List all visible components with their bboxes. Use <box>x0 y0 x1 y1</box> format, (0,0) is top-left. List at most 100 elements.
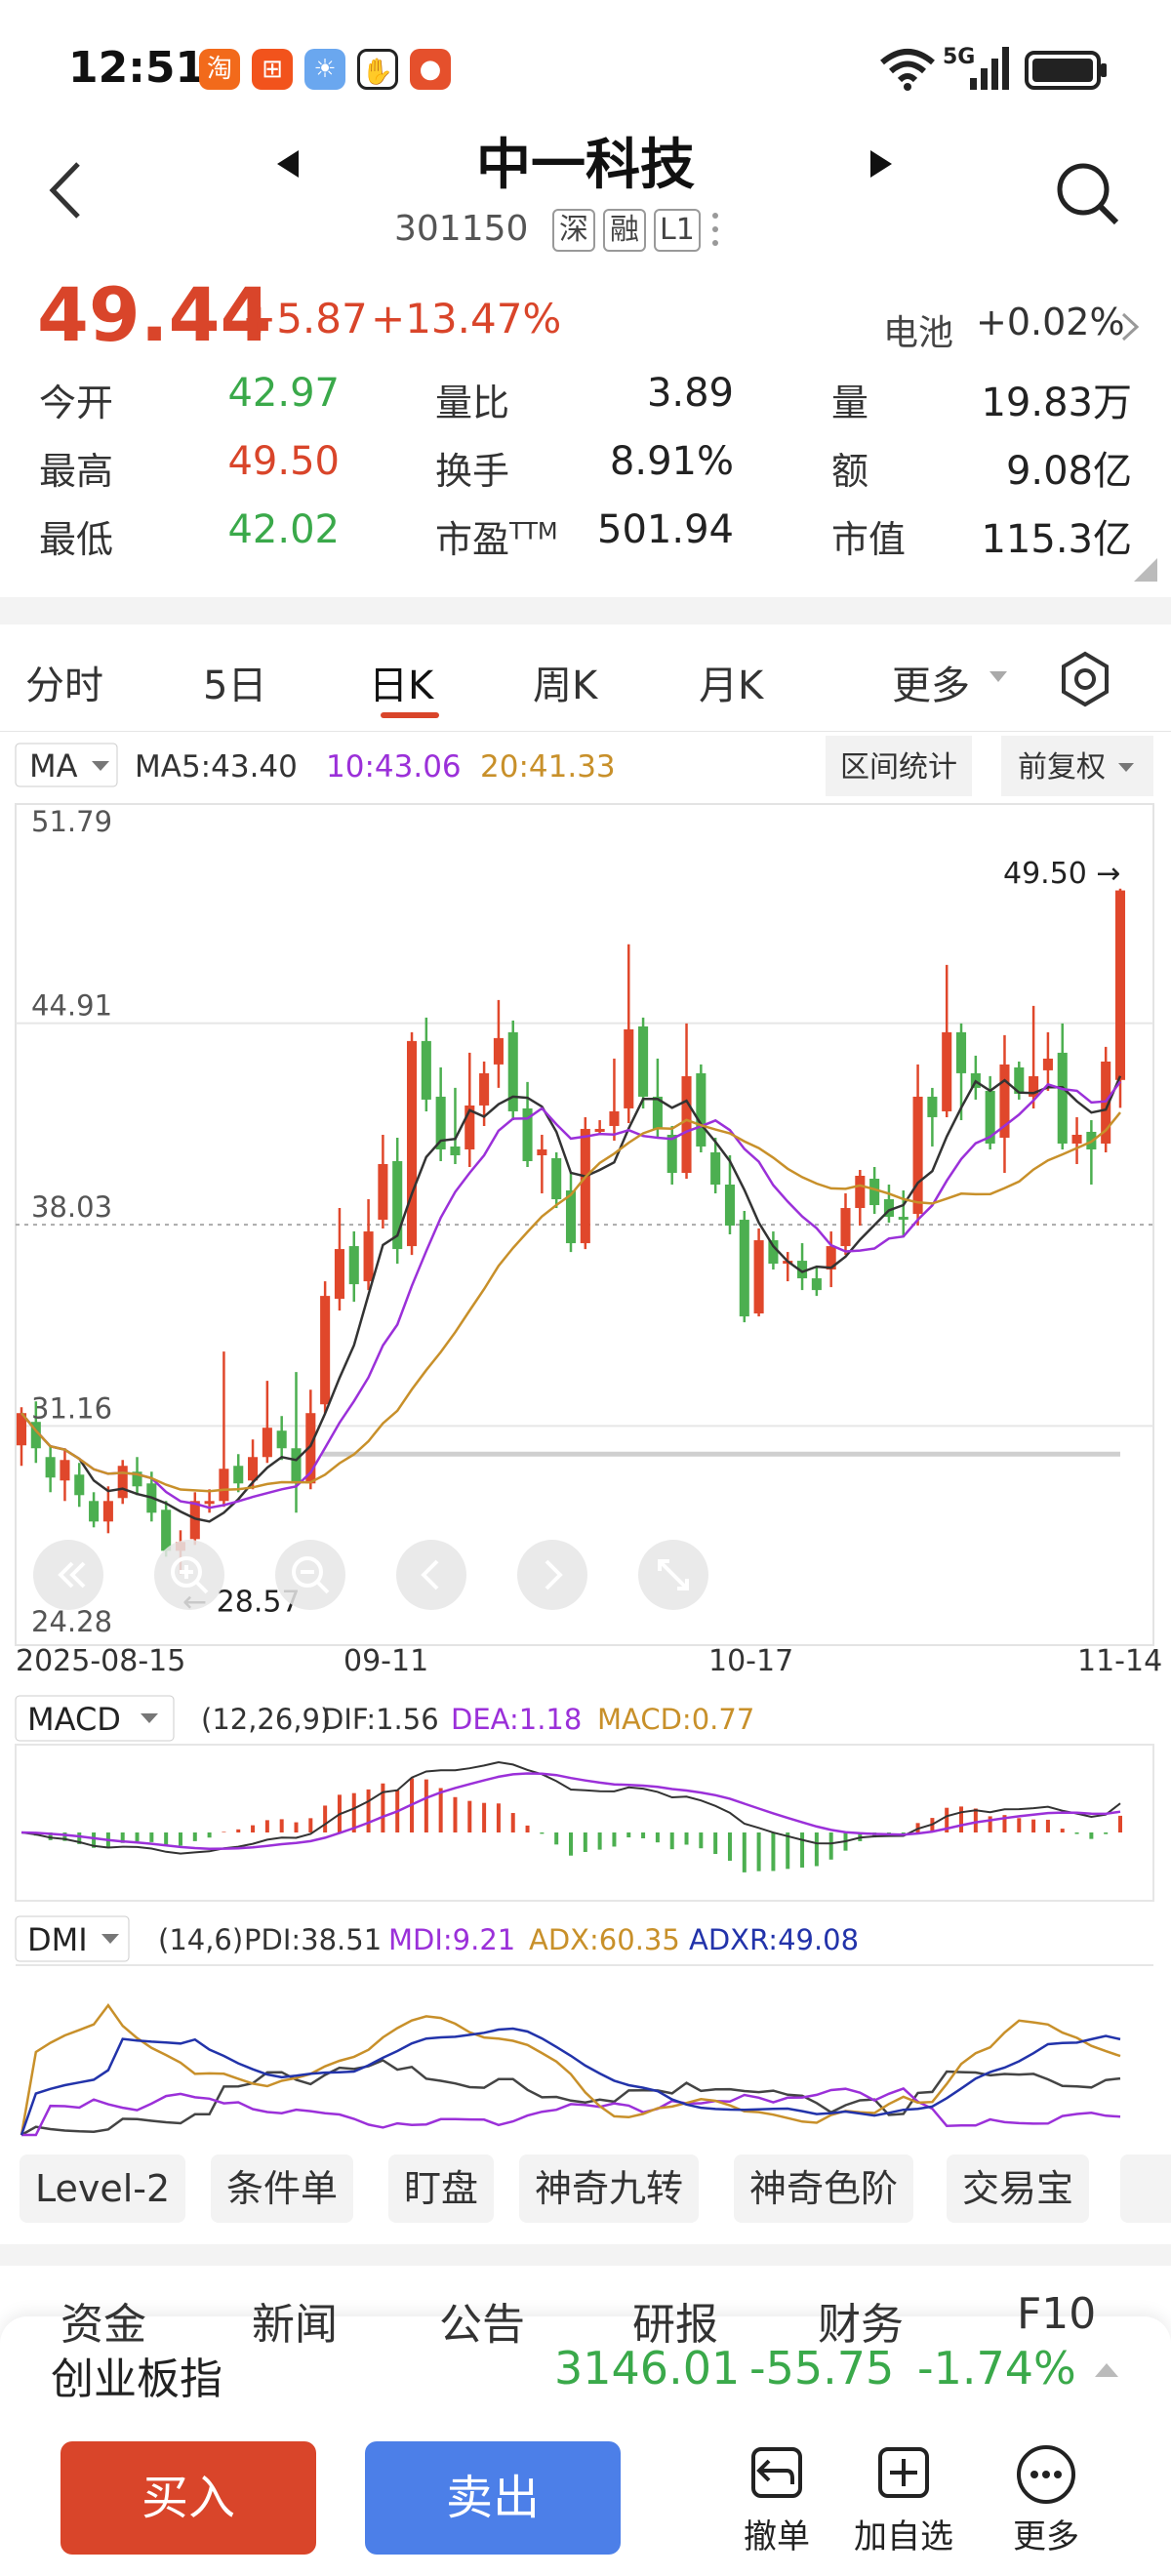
app-grid-icon: ⊞ <box>252 49 293 90</box>
sub-tab-5[interactable]: F10 <box>1017 2289 1097 2339</box>
price-change-pct: +13.47% <box>371 295 562 342</box>
tool-chip-1[interactable]: 条件单 <box>211 2154 354 2223</box>
caret-down-icon <box>101 1934 119 1944</box>
action-2[interactable]: 更多 <box>988 2443 1105 2557</box>
sub-tab-2[interactable]: 公告 <box>439 2300 525 2350</box>
action-label: 更多 <box>1013 2517 1079 2556</box>
action-1[interactable]: 加自选 <box>845 2443 962 2557</box>
candle-body <box>724 1185 736 1227</box>
candle-body <box>305 1413 316 1484</box>
macd-selector[interactable] <box>15 1695 175 1742</box>
prev-stock-button[interactable] <box>273 146 303 185</box>
tool-chip-0[interactable]: Level-2 <box>20 2154 186 2223</box>
candle-body <box>768 1240 779 1265</box>
candle-body <box>1114 890 1126 1080</box>
more-dots-icon[interactable] <box>712 213 720 246</box>
candle-body <box>276 1430 287 1449</box>
action-0[interactable]: 撤单 <box>718 2443 835 2557</box>
candle-body <box>912 1096 923 1215</box>
quote-label: 最低 <box>39 518 114 561</box>
stock-tag: L1 <box>654 209 701 252</box>
macd-selector-label: MACD <box>27 1701 121 1738</box>
tool-chip-5[interactable]: 交易宝 <box>947 2154 1090 2223</box>
candle-body <box>334 1249 344 1300</box>
expand-corner-icon[interactable] <box>1132 556 1159 587</box>
fast-rewind-icon <box>58 1561 86 1589</box>
zoom-in-button[interactable] <box>154 1540 224 1610</box>
candle-body <box>855 1176 866 1209</box>
quote-value: 115.3亿 <box>981 517 1132 562</box>
tab-1[interactable]: 5日 <box>203 664 267 708</box>
ma-selector[interactable] <box>15 743 118 787</box>
candle-body <box>406 1040 418 1247</box>
sector-link[interactable]: 电池 +0.02% <box>878 293 1151 353</box>
sell-button[interactable]: 卖出 <box>365 2441 621 2555</box>
candle-body <box>248 1457 259 1481</box>
search-button[interactable] <box>1054 160 1122 232</box>
candles <box>16 888 1126 1575</box>
kline-chart[interactable]: MA MA5:43.40 10:43.06 20:41.33 区间统计 前复权 51.79 4… <box>0 732 1171 2137</box>
candle-body <box>378 1163 388 1221</box>
candle-body <box>652 1096 663 1129</box>
fullscreen-button[interactable] <box>638 1540 708 1610</box>
candle-body <box>537 1148 547 1155</box>
index-bar[interactable]: 创业板指 3146.01 -55.75 -1.74% <box>0 2316 1171 2424</box>
quote-value: 42.02 <box>227 507 340 552</box>
candle-body <box>955 1031 967 1073</box>
tool-chip-4[interactable]: 神奇色阶 <box>734 2154 914 2223</box>
tab-0[interactable]: 分时 <box>25 664 103 708</box>
active-tab-indicator <box>381 712 439 718</box>
candle-body <box>204 1501 215 1505</box>
fast-rewind-button[interactable] <box>33 1540 103 1610</box>
tab-3[interactable]: 周K <box>533 664 598 708</box>
range-stats-button[interactable] <box>826 736 972 796</box>
add-watchlist-icon <box>845 2443 962 2510</box>
candle-body <box>1057 1052 1068 1144</box>
tool-chip-overflow[interactable] <box>1120 2154 1171 2223</box>
tab-5[interactable]: 更多 <box>892 664 970 708</box>
tab-2[interactable]: 日K <box>369 664 434 708</box>
candle-body <box>219 1469 229 1502</box>
candle-body <box>797 1261 808 1279</box>
candle-body <box>696 1072 707 1147</box>
candle-body <box>320 1296 331 1405</box>
network-type: 5G <box>943 45 976 69</box>
hand-icon: ✋ <box>357 49 398 90</box>
scroll-left-icon <box>421 1559 439 1590</box>
candle-body <box>840 1208 851 1247</box>
tool-chip-3[interactable]: 神奇九转 <box>519 2154 700 2223</box>
candle-body <box>450 1146 461 1155</box>
sub-tab-1[interactable]: 新闻 <box>252 2300 338 2350</box>
ma10-line <box>20 1080 1122 1509</box>
candle-body <box>681 1075 692 1174</box>
scroll-right-button[interactable] <box>517 1540 587 1610</box>
quote-value: 42.97 <box>227 371 340 416</box>
caret-down-icon <box>92 761 109 771</box>
tool-chip-2[interactable]: 盯盘 <box>388 2154 495 2223</box>
candle-body <box>551 1157 562 1200</box>
candle-body <box>262 1428 272 1458</box>
chevron-right-icon <box>1121 312 1140 342</box>
sub-tab-3[interactable]: 研报 <box>632 2300 718 2350</box>
tab-4[interactable]: 月K <box>699 664 764 708</box>
buy-button[interactable]: 买入 <box>61 2441 316 2555</box>
quote-label: 量比 <box>435 382 510 424</box>
candle-body <box>753 1240 764 1314</box>
scroll-left-button[interactable] <box>396 1540 466 1610</box>
y-axis-label: 24.28 <box>31 1605 112 1638</box>
candle-body <box>1042 1058 1053 1070</box>
zoom-out-button[interactable] <box>275 1540 345 1610</box>
candle-body <box>710 1151 721 1186</box>
index-name: 创业板指 <box>51 2355 222 2404</box>
sub-tab-4[interactable]: 财务 <box>818 2300 904 2350</box>
dmi-selector[interactable] <box>15 1915 130 1962</box>
candle-body <box>507 1031 518 1111</box>
next-stock-button[interactable] <box>867 146 896 185</box>
quote-label: 市值 <box>831 518 907 561</box>
section-divider <box>0 597 1171 624</box>
sub-tab-0[interactable]: 资金 <box>61 2300 146 2350</box>
back-button[interactable] <box>43 156 92 224</box>
ma5-value: MA5:43.40 <box>135 749 298 785</box>
undo-order-icon <box>718 2443 835 2510</box>
chart-settings-button[interactable] <box>1056 650 1114 712</box>
